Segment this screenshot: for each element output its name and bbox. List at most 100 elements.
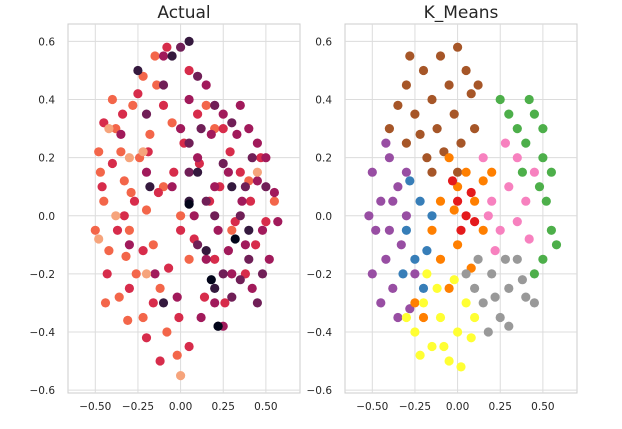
series-actual-5: [184, 199, 240, 331]
scatter-point: [193, 109, 203, 119]
scatter-point: [141, 109, 152, 119]
scatter-point: [235, 167, 245, 177]
scatter-point: [388, 196, 398, 206]
y-tick-label: −0.4: [307, 327, 333, 339]
scatter-point: [405, 51, 415, 61]
points-actual: [90, 36, 283, 381]
scatter-point: [162, 327, 172, 337]
scatter-panel-actual: −0.50 −0.25 0.00 0.25 0.50 −0.6 −0.4 −0.2 0.0 0.2…: [30, 3, 301, 413]
series-kmeans-2: [398, 176, 437, 293]
scatter-point: [517, 275, 528, 285]
scatter-point: [427, 211, 437, 221]
scatter-point: [551, 240, 562, 250]
scatter-point: [470, 124, 480, 134]
scatter-point: [118, 109, 128, 119]
scatter-point: [422, 269, 432, 279]
scatter-point: [546, 225, 557, 235]
scatter-point: [538, 153, 548, 163]
scatter-point: [97, 182, 107, 192]
scatter-point: [94, 234, 104, 244]
scatter-point: [210, 283, 220, 293]
scatter-point: [116, 147, 126, 157]
scatter-point: [201, 80, 211, 90]
scatter-point: [418, 298, 429, 308]
scatter-point: [470, 217, 480, 227]
scatter-point: [213, 225, 223, 235]
scatter-point: [512, 217, 522, 227]
scatter-panel-kmeans: −0.50 −0.25 0.00 0.25 0.50 −0.6 −0.4 −0.2 0.0 0.2…: [307, 3, 578, 413]
scatter-point: [405, 176, 415, 186]
series-kmeans-3: [410, 153, 497, 323]
y-tick-label: 0.6: [315, 36, 332, 48]
scatter-point: [227, 225, 237, 235]
scatter-point: [155, 283, 165, 293]
scatter-point: [223, 246, 233, 256]
scatter-point: [232, 129, 242, 139]
x-tick-label: 0.25: [212, 401, 235, 413]
scatter-point: [364, 211, 374, 221]
plot-area-kmeans: [344, 23, 578, 394]
scatter-point: [167, 118, 177, 128]
y-tick-label: −0.6: [307, 385, 333, 397]
scatter-point: [201, 100, 211, 110]
chart-title-actual: Actual: [157, 3, 210, 23]
scatter-point: [169, 167, 179, 177]
scatter-point: [273, 217, 283, 227]
scatter-point: [500, 254, 510, 264]
scatter-point: [145, 129, 155, 139]
scatter-point: [449, 275, 459, 285]
scatter-point: [444, 80, 454, 90]
scatter-point: [478, 298, 488, 308]
scatter-point: [461, 298, 471, 308]
scatter-point: [500, 138, 510, 148]
scatter-point: [393, 100, 403, 110]
scatter-point: [453, 42, 463, 52]
scatter-point: [269, 196, 279, 206]
scatter-point: [119, 211, 129, 221]
scatter-point: [453, 196, 463, 206]
scatter-point: [410, 269, 420, 279]
scatter-point: [104, 246, 114, 256]
scatter-point: [538, 254, 548, 264]
scatter-point: [473, 254, 483, 264]
scatter-point: [116, 129, 126, 139]
scatter-point: [410, 298, 420, 308]
scatter-point: [257, 225, 268, 235]
scatter-point: [512, 153, 522, 163]
scatter-point: [172, 292, 182, 302]
scatter-point: [133, 65, 143, 76]
scatter-point: [201, 246, 211, 256]
scatter-point: [176, 124, 186, 134]
scatter-point: [213, 321, 223, 331]
scatter-point: [148, 298, 158, 308]
scatter-point: [376, 298, 386, 308]
scatter-point: [478, 176, 488, 186]
scatter-point: [104, 124, 114, 134]
x-tick-label: 0.25: [489, 401, 512, 413]
scatter-point: [381, 254, 391, 264]
scatter-point: [252, 167, 262, 177]
scatter-point: [427, 225, 437, 235]
points-kmeans: [364, 42, 562, 372]
scatter-point: [158, 80, 169, 90]
scatter-point: [223, 167, 233, 177]
scatter-point: [264, 254, 274, 264]
scatter-point: [529, 298, 540, 308]
scatter-point: [102, 269, 112, 279]
scatter-point: [206, 129, 216, 139]
scatter-point: [100, 298, 111, 308]
scatter-point: [456, 225, 466, 235]
scatter-point: [504, 283, 514, 293]
scatter-point: [235, 100, 245, 110]
chart-title-kmeans: K_Means: [424, 3, 499, 23]
scatter-point: [227, 269, 237, 279]
scatter-point: [174, 312, 184, 323]
scatter-point: [124, 225, 134, 235]
scatter-point: [155, 356, 165, 366]
scatter-point: [138, 312, 148, 323]
scatter-point: [546, 167, 557, 177]
scatter-point: [252, 298, 262, 308]
scatter-point: [158, 100, 169, 110]
scatter-point: [512, 254, 522, 264]
x-tick-label: −0.50: [79, 401, 111, 413]
